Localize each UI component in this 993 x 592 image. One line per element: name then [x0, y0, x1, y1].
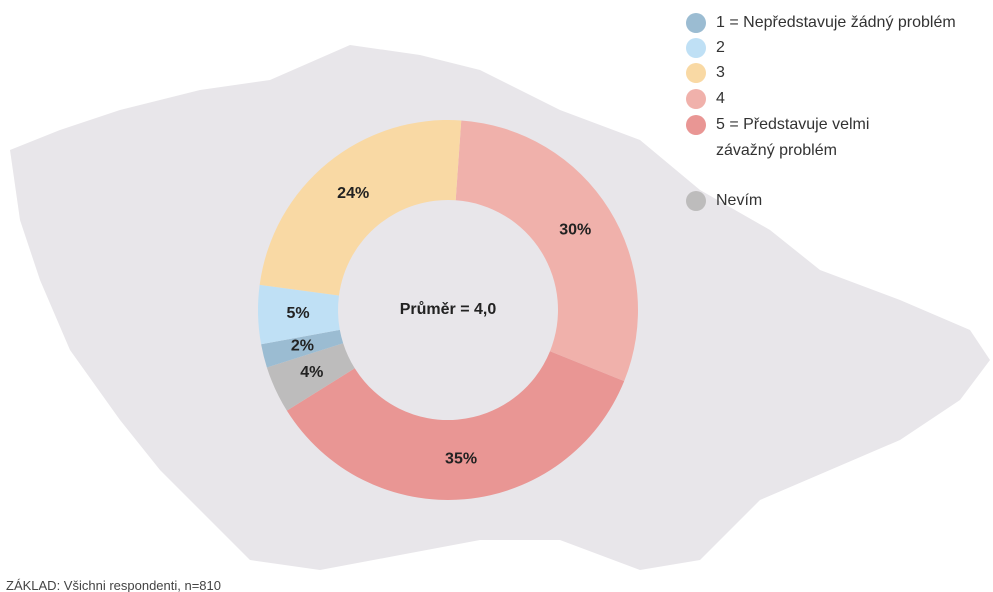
legend-swatch: [686, 38, 706, 58]
donut-segment: [259, 120, 462, 296]
legend-swatch: [686, 115, 706, 135]
legend-swatch: [686, 191, 706, 211]
legend-item: Nevím: [686, 188, 986, 214]
donut-segment: [266, 343, 355, 411]
donut-segment: [455, 120, 638, 382]
data-label: 2%: [291, 338, 314, 355]
legend-swatch: [686, 63, 706, 83]
donut: 30% 35% 4% 2% 5% 24%: [258, 120, 638, 501]
legend-item: 1 = Nepředstavuje žádný problém: [686, 10, 986, 36]
data-label: 30%: [559, 222, 591, 239]
legend-item: 5 = Představuje velmi závažný problém: [686, 112, 986, 164]
data-label: 24%: [337, 185, 369, 202]
legend-label: 4: [716, 90, 725, 107]
center-annotation: Průměr = 4,0: [400, 301, 497, 318]
legend-label: 3: [716, 64, 725, 81]
donut-segment: [261, 329, 344, 368]
legend-item: 4: [686, 86, 986, 112]
donut-segment: [258, 284, 340, 345]
data-label: 35%: [445, 451, 477, 468]
footnote: ZÁKLAD: Všichni respondenti, n=810: [6, 578, 221, 592]
legend-label: Nevím: [716, 192, 763, 209]
data-label: 4%: [300, 364, 323, 381]
legend-label: 2: [716, 39, 725, 56]
legend-item: 3: [686, 60, 986, 86]
data-label: 5%: [286, 305, 309, 322]
legend-swatch: [686, 89, 706, 109]
legend-swatch: [686, 13, 706, 33]
legend-item: 2: [686, 35, 986, 61]
legend-label: 1 = Nepředstavuje žádný problém: [716, 14, 956, 31]
legend-label: 5 = Představuje velmi závažný problém: [716, 116, 870, 159]
donut-segment: [286, 351, 625, 501]
map-background: [10, 45, 990, 570]
